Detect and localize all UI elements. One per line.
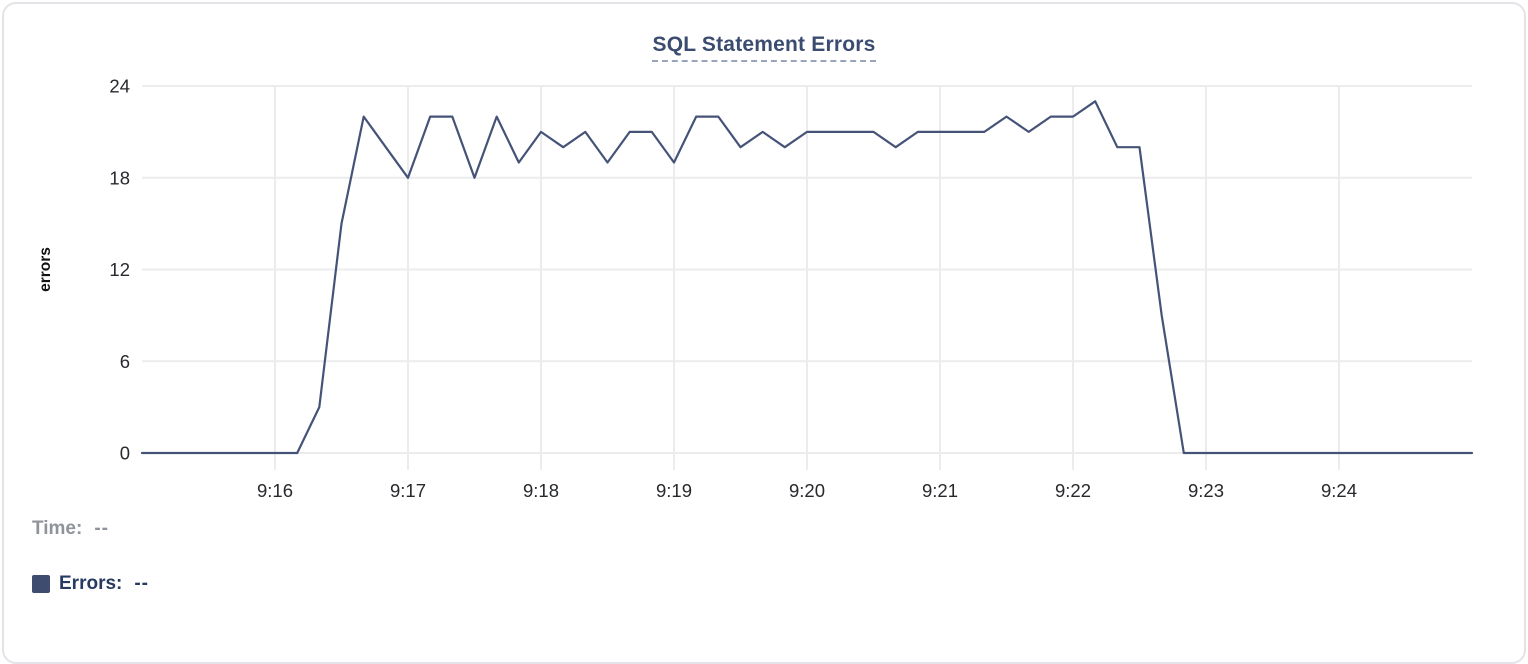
svg-text:0: 0 bbox=[120, 443, 130, 464]
svg-text:9:19: 9:19 bbox=[656, 480, 692, 501]
y-axis-title: errors bbox=[37, 247, 54, 292]
svg-text:24: 24 bbox=[109, 76, 130, 97]
tooltip-time-label: Time: bbox=[32, 518, 83, 539]
x-gridlines bbox=[274, 86, 1340, 470]
chart-title-row: SQL Statement Errors bbox=[4, 33, 1524, 62]
svg-text:9:24: 9:24 bbox=[1321, 480, 1357, 501]
hover-readout: Time: -- Errors: -- bbox=[32, 517, 149, 627]
x-tick-labels: 9:16 9:17 9:18 9:19 9:20 9:21 9:22 9:23 9:24 bbox=[257, 480, 1357, 501]
line-chart[interactable]: 0 6 12 18 24 9:16 9:17 9:18 9:19 9:20 9:21 9:22 9:23… bbox=[4, 4, 1528, 514]
svg-text:18: 18 bbox=[109, 167, 130, 188]
errors-series-line[interactable] bbox=[140, 100, 1474, 455]
svg-text:9:16: 9:16 bbox=[257, 480, 293, 501]
tooltip-errors-value: -- bbox=[134, 573, 150, 594]
svg-text:9:22: 9:22 bbox=[1055, 480, 1091, 501]
tooltip-time-row: Time: -- bbox=[32, 517, 149, 541]
errors-series-swatch bbox=[32, 575, 50, 593]
svg-text:9:17: 9:17 bbox=[390, 480, 426, 501]
tooltip-errors-label: Errors: bbox=[59, 573, 123, 594]
svg-text:6: 6 bbox=[120, 351, 130, 372]
y-tick-labels: 0 6 12 18 24 bbox=[109, 76, 130, 464]
svg-text:9:18: 9:18 bbox=[523, 480, 559, 501]
svg-text:9:21: 9:21 bbox=[922, 480, 958, 501]
svg-text:12: 12 bbox=[109, 259, 130, 280]
tooltip-errors-row: Errors: -- bbox=[32, 572, 149, 596]
svg-text:9:23: 9:23 bbox=[1188, 480, 1224, 501]
svg-text:9:20: 9:20 bbox=[789, 480, 825, 501]
tooltip-time-value: -- bbox=[94, 518, 109, 539]
chart-title[interactable]: SQL Statement Errors bbox=[652, 33, 876, 62]
